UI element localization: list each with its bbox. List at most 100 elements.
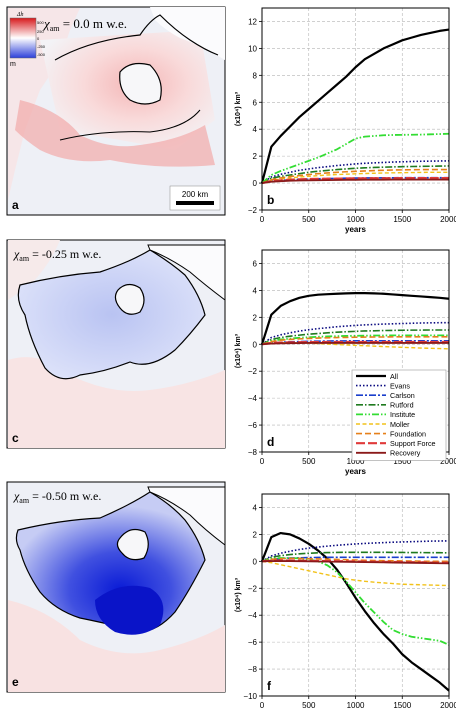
legend-label: Rutford — [390, 401, 414, 410]
ice-rise — [116, 528, 149, 561]
scalebar-label: 200 km — [182, 190, 209, 199]
x-axis-label: years — [345, 467, 366, 476]
y-tick-label: 0 — [253, 557, 258, 566]
x-axis-label: years — [345, 225, 366, 234]
ice-land — [147, 244, 226, 302]
scalebar — [176, 201, 214, 205]
warm-band — [15, 100, 215, 167]
x-tick-label: 2000 — [440, 457, 456, 466]
series-line-all — [260, 291, 450, 345]
series-line-support-force — [261, 176, 449, 185]
legend-label: Support Force — [390, 439, 436, 448]
legend-label: Evans — [390, 381, 410, 390]
colorbar — [9, 17, 37, 59]
colorbar-tick: -250 — [37, 44, 46, 49]
chart-panel-f: 0500100015002000−10−8−6−4−2024years(x10⁴… — [235, 493, 456, 709]
map-panel-a: Δh 500 250 0 -250 -500 m χam = 0.0 m w.e… — [6, 6, 226, 216]
series-line-institute — [261, 132, 450, 184]
x-tick-label: 1500 — [393, 457, 411, 466]
panel-letter: b — [267, 193, 274, 207]
panel-letter-box — [264, 676, 278, 694]
series-line-all — [260, 28, 450, 184]
ice-land — [147, 486, 226, 547]
chart-panel-d: 0 500 1000 1500 2000 −8 −6 −4 −2 0 2 4 6 years (x10⁴) … — [235, 249, 456, 476]
panel-letter: c — [12, 431, 19, 445]
colorbar-tick: 0 — [37, 36, 40, 41]
ice-land — [150, 7, 225, 60]
y-tick-label: 4 — [253, 125, 258, 134]
panel-letter: d — [267, 435, 274, 449]
y-tick-label: 0 — [253, 179, 258, 188]
series-line-recovery — [261, 178, 449, 184]
y-tick-label: −6 — [248, 421, 258, 430]
y-tick-label: 8 — [253, 71, 258, 80]
series-line-evans — [261, 160, 450, 184]
map-texture — [8, 600, 225, 692]
plot-frame — [261, 7, 450, 211]
colorbar-tick: 500 — [37, 20, 44, 25]
legend-label: All — [390, 372, 398, 381]
y-tick-label: −6 — [248, 638, 258, 647]
x-tick-label: 0 — [260, 215, 265, 224]
chi-label: χam = -0.50 m w.e. — [13, 489, 101, 505]
map-panel-c: χam = -0.25 m w.e. c — [6, 239, 226, 449]
y-tick-label: 2 — [253, 313, 258, 322]
y-tick-label: −4 — [248, 394, 258, 403]
x-tick-label: 1000 — [347, 457, 365, 466]
x-tick-label: 1000 — [347, 701, 365, 709]
x-tick-label: 1500 — [393, 215, 411, 224]
series-line-moller — [261, 560, 450, 587]
ice-rise — [119, 62, 162, 105]
y-tick-label: −4 — [248, 611, 258, 620]
y-axis-label: (x10⁴) km³ — [235, 577, 242, 612]
series-line-foundation — [261, 336, 449, 346]
y-axis-label: (x10⁴) km³ — [235, 333, 242, 368]
series-line-recovery — [261, 560, 450, 565]
series-line-moller — [261, 341, 450, 350]
colorbar-tick: 250 — [37, 29, 44, 34]
legend-label: Recovery — [390, 449, 421, 458]
plot-frame — [261, 493, 450, 697]
calving-front — [59, 109, 201, 141]
scalebar-box — [169, 185, 221, 211]
panel-letter: f — [267, 679, 272, 693]
deep-thinning-zone — [95, 585, 164, 635]
y-tick-label: −10 — [243, 692, 257, 701]
y-tick-label: 6 — [253, 259, 258, 268]
series-line-foundation — [261, 557, 449, 563]
y-tick-label: −8 — [248, 448, 258, 457]
panel-letter-box — [264, 190, 278, 208]
ice-rise — [114, 283, 145, 315]
y-tick-label: −2 — [248, 206, 258, 215]
series-line-rutford — [261, 551, 450, 563]
x-tick-label: 1500 — [393, 701, 411, 709]
map-texture — [8, 357, 225, 448]
colorbar-unit: m — [10, 61, 16, 68]
y-tick-label: −2 — [248, 584, 258, 593]
y-tick-label: 4 — [253, 503, 258, 512]
y-tick-label: 12 — [248, 17, 257, 26]
x-tick-label: 500 — [302, 701, 316, 709]
series-line-foundation — [261, 168, 449, 184]
y-tick-label: 10 — [248, 44, 257, 53]
y-tick-label: 0 — [253, 340, 258, 349]
series-line-recovery — [261, 342, 449, 346]
ice-shelf — [17, 249, 206, 380]
x-tick-label: 2000 — [440, 701, 456, 709]
y-tick-label: 6 — [253, 98, 258, 107]
y-tick-label: −8 — [248, 665, 258, 674]
series-line-all — [260, 531, 450, 692]
x-tick-label: 1000 — [347, 215, 365, 224]
legend-label: Carlson — [390, 391, 415, 400]
series-line-institute — [261, 557, 450, 646]
x-tick-label: 2000 — [440, 215, 456, 224]
y-tick-label: 4 — [253, 286, 258, 295]
panel-letter: e — [12, 675, 19, 689]
series-line-moller — [261, 171, 449, 184]
series-line-evans — [261, 540, 450, 563]
y-tick-label: −2 — [248, 367, 258, 376]
x-tick-label: 0 — [260, 701, 265, 709]
map-panel-e: χam = -0.50 m w.e. e — [6, 481, 226, 693]
